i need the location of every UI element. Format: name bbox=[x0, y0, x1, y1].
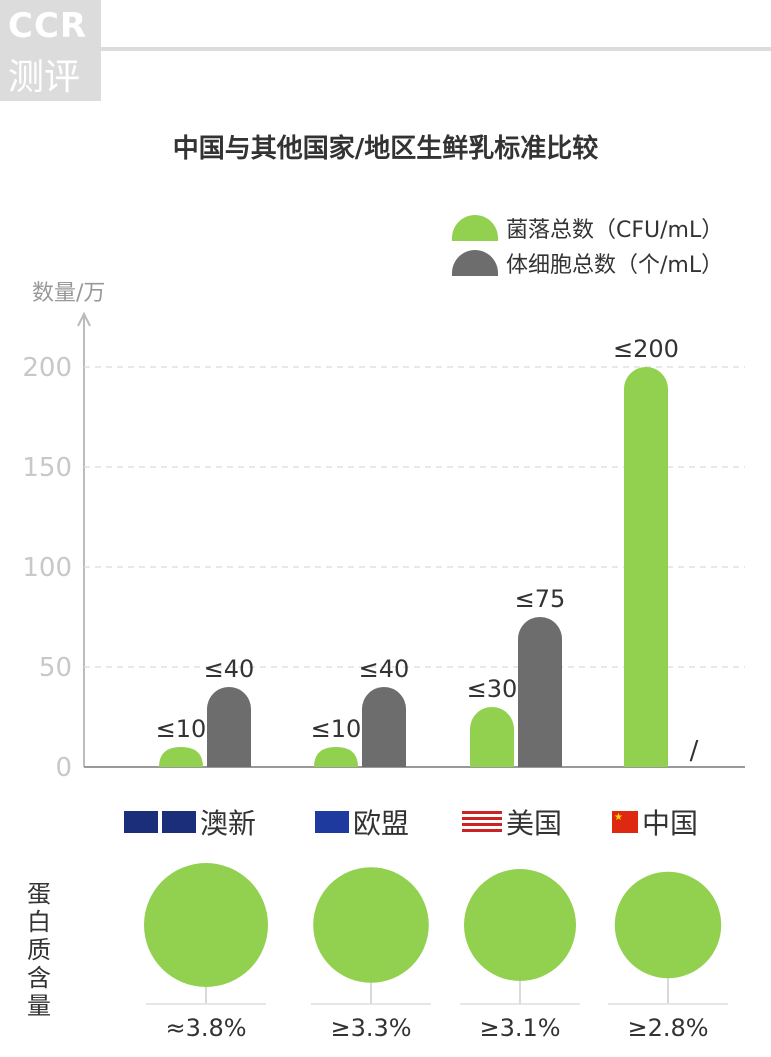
protein-value: ≥3.3% bbox=[330, 1014, 412, 1042]
protein-value: ≈3.8% bbox=[165, 1014, 247, 1042]
protein-circle bbox=[464, 869, 576, 981]
data-label: ≤40 bbox=[359, 655, 410, 683]
category-cn: ★ 中国 bbox=[612, 802, 698, 842]
data-label: ≤30 bbox=[467, 675, 518, 703]
y-axis-arrow bbox=[77, 311, 91, 327]
legend-item-somatic: 体细胞总数（个/mL） bbox=[452, 247, 723, 279]
us-flag-icon bbox=[462, 811, 502, 833]
y-tick-label: 100 bbox=[22, 553, 72, 583]
category-us: 美国 bbox=[462, 802, 562, 842]
china-flag-icon: ★ bbox=[612, 811, 638, 833]
bar-somatic bbox=[518, 617, 562, 767]
y-tick-label: 150 bbox=[22, 453, 72, 483]
data-label: ≤40 bbox=[204, 655, 255, 683]
category-au-nz: 澳新 bbox=[124, 802, 256, 842]
protein-label: 蛋白质含量 bbox=[27, 880, 51, 1020]
category-label: 中国 bbox=[642, 807, 699, 840]
bar-somatic bbox=[207, 687, 251, 767]
protein-circle bbox=[614, 871, 722, 979]
y-tick-label: 200 bbox=[22, 353, 72, 383]
protein-circle bbox=[144, 863, 268, 987]
bar-colony bbox=[470, 707, 514, 767]
data-label: / bbox=[690, 736, 699, 766]
data-label: ≤200 bbox=[613, 335, 679, 363]
legend-label-somatic: 体细胞总数（个/mL） bbox=[506, 253, 724, 278]
category-eu: 欧盟 bbox=[315, 802, 409, 842]
protein-value: ≥3.1% bbox=[479, 1014, 561, 1042]
new-zealand-flag-icon bbox=[162, 811, 196, 833]
bar-somatic bbox=[362, 687, 406, 767]
logo-text-review: 测评 bbox=[8, 57, 81, 98]
header-divider bbox=[101, 47, 771, 51]
logo-text-ccr: CCR bbox=[8, 6, 88, 46]
bar-colony bbox=[624, 367, 668, 767]
y-axis-label: 数量/万 bbox=[32, 281, 106, 306]
protein-circle bbox=[313, 867, 429, 983]
data-label: ≤10 bbox=[311, 715, 362, 743]
data-label: ≤10 bbox=[156, 715, 207, 743]
legend-item-colony: 菌落总数（CFU/mL） bbox=[452, 212, 723, 244]
y-tick-label: 50 bbox=[39, 653, 72, 683]
eu-flag-icon bbox=[315, 811, 349, 833]
legend-label-colony: 菌落总数（CFU/mL） bbox=[506, 218, 724, 243]
bar-colony bbox=[314, 747, 358, 767]
y-tick-label: 0 bbox=[55, 753, 72, 783]
australia-flag-icon bbox=[124, 811, 158, 833]
chart-title: 中国与其他国家/地区生鲜乳标准比较 bbox=[172, 134, 599, 164]
protein-value: ≥2.8% bbox=[627, 1014, 709, 1042]
logo: CCR 测评 bbox=[0, 0, 101, 101]
bar-colony bbox=[159, 747, 203, 767]
category-label: 美国 bbox=[506, 807, 563, 840]
category-label: 澳新 bbox=[200, 807, 257, 840]
data-label: ≤75 bbox=[515, 585, 566, 613]
category-label: 欧盟 bbox=[353, 807, 410, 840]
